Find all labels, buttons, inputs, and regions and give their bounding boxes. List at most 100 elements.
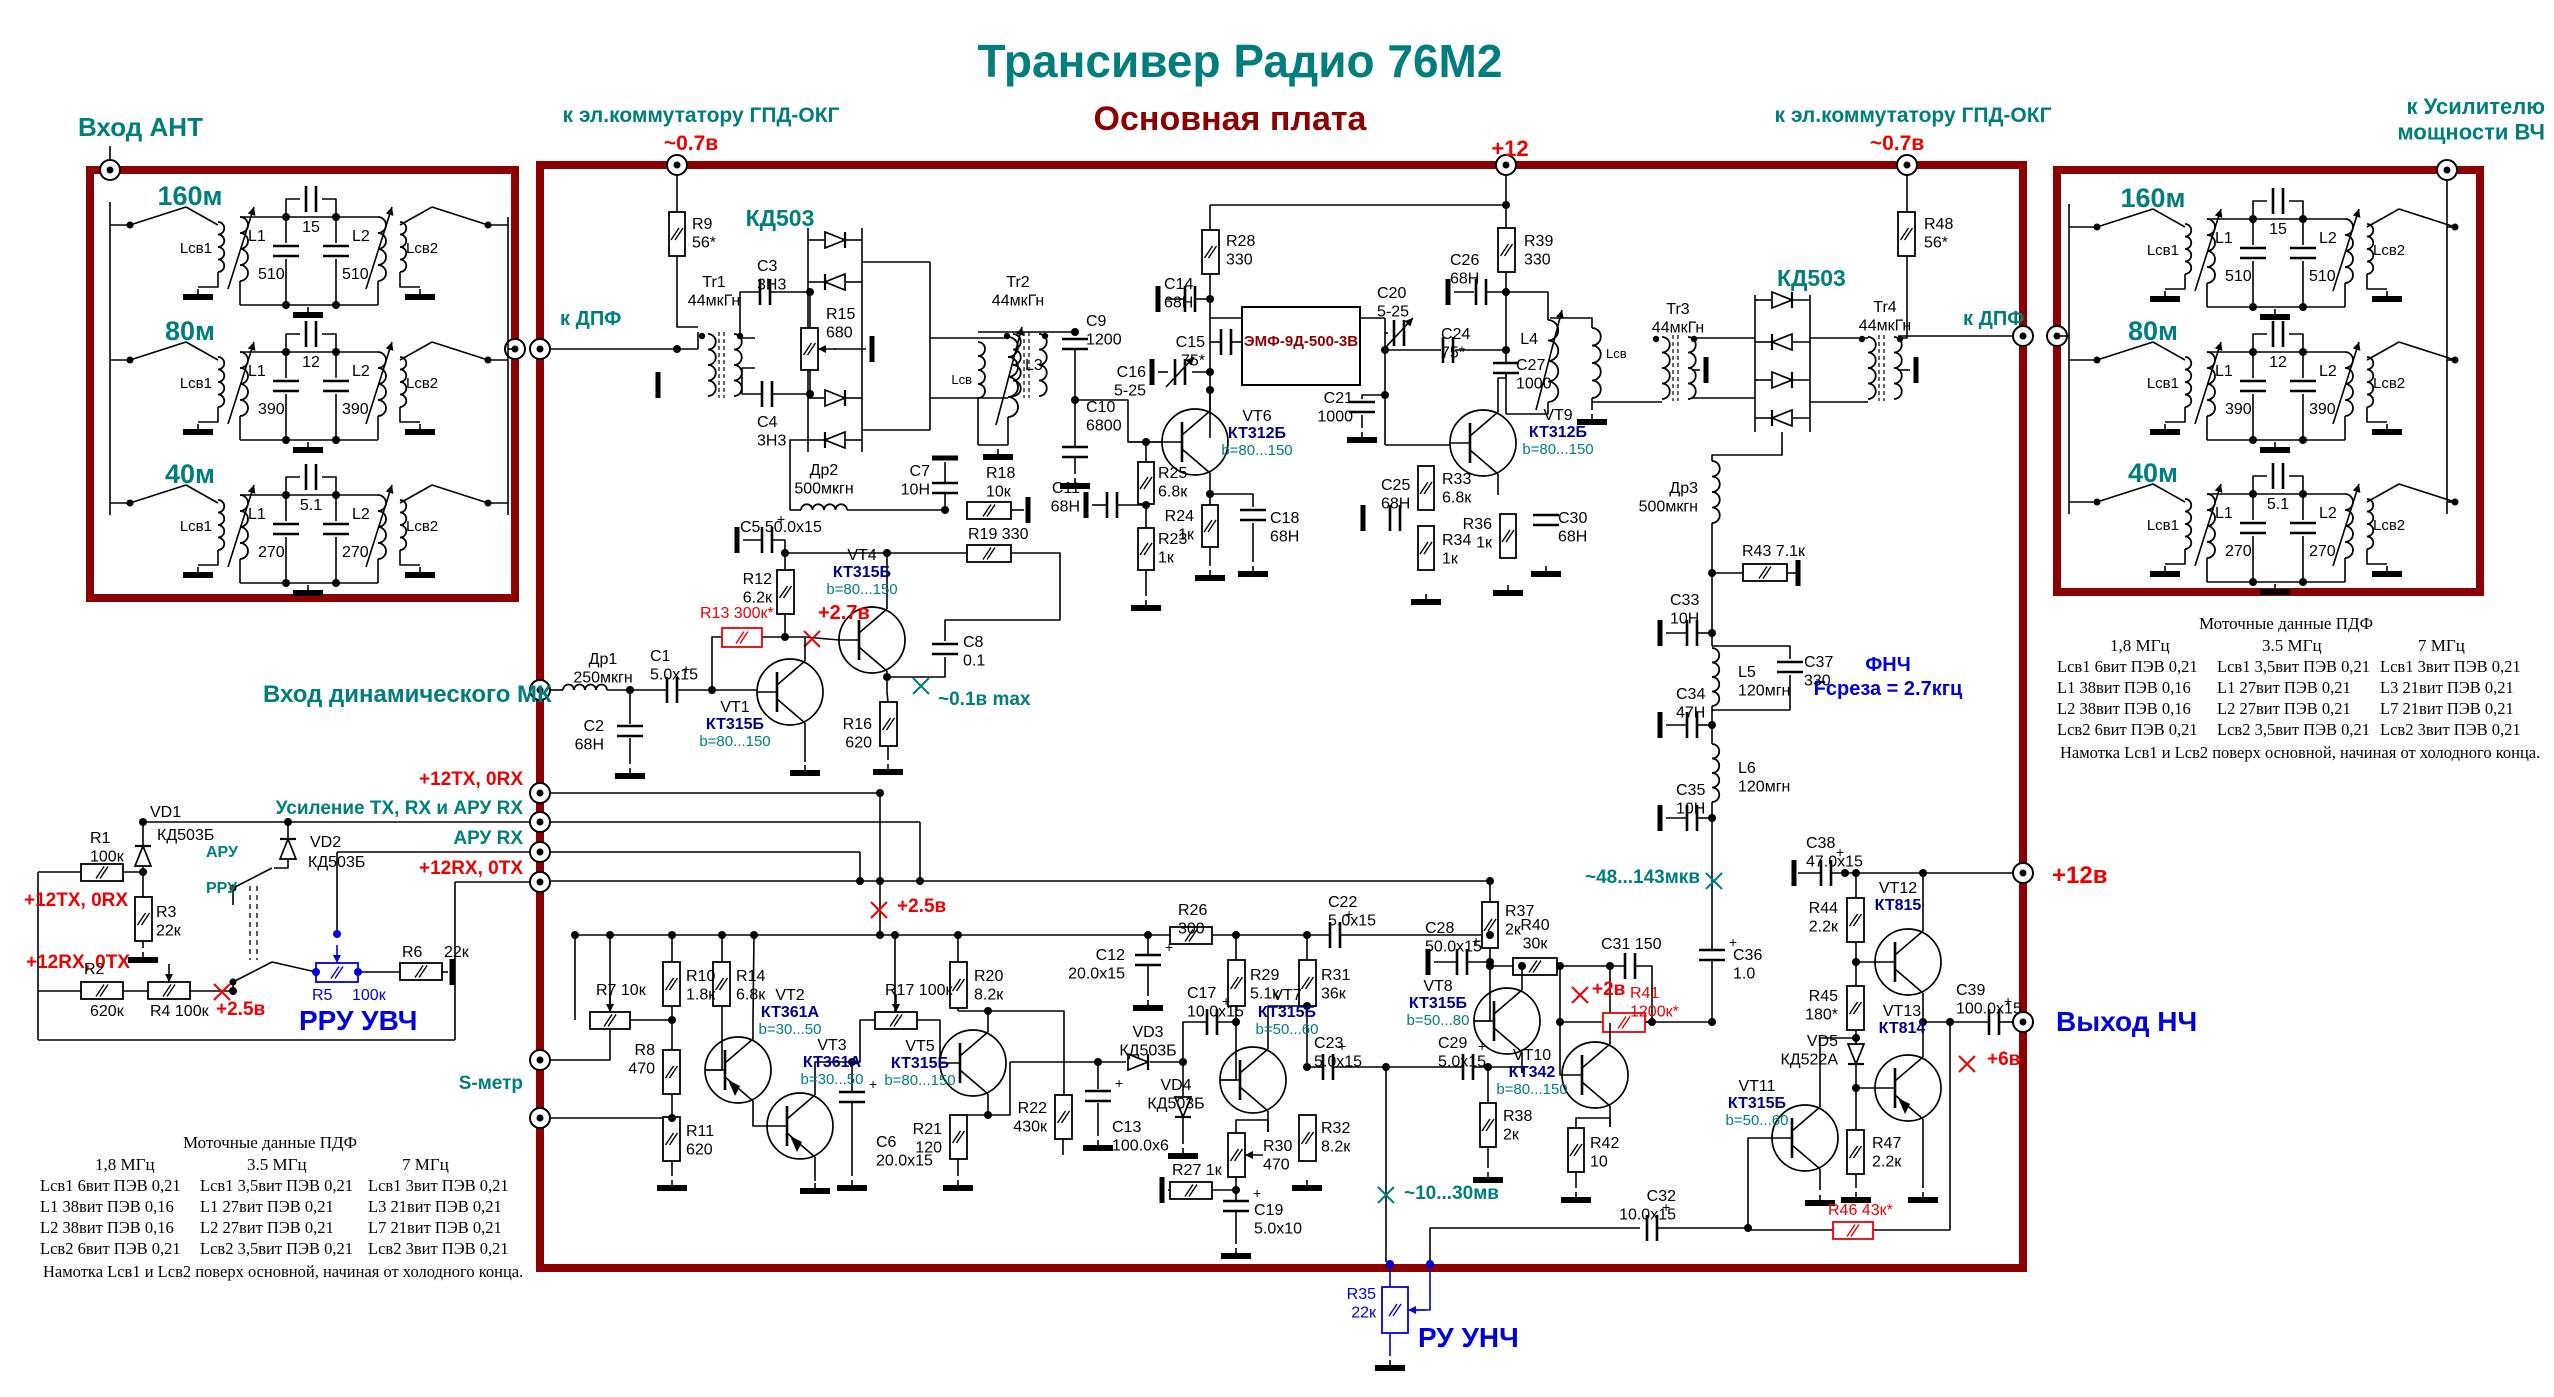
diode-symbol — [822, 430, 846, 450]
ground-symbol — [800, 1188, 830, 1194]
ground-bar — [655, 372, 661, 398]
wire — [741, 367, 762, 395]
table-cell: L7 21вит ПЭВ 0,21 — [368, 1218, 502, 1237]
junction-dot — [571, 931, 579, 939]
resistor-symbol — [739, 631, 749, 644]
transistor-symbol — [1181, 448, 1211, 474]
wire — [198, 407, 219, 423]
wire — [1497, 377, 1506, 391]
label-text: R33 6.8к — [1442, 471, 1472, 506]
junction-dot — [1071, 396, 1079, 404]
junction-dot — [2249, 578, 2257, 586]
junction-dot — [718, 931, 726, 939]
capacitor-polarity: + — [1115, 1075, 1123, 1091]
junction-dot — [1486, 962, 1494, 970]
transistor-ref: VT13 — [1883, 1003, 1921, 1020]
junction-dot — [282, 301, 290, 309]
label-text: R13 300к* — [700, 605, 774, 622]
inductor-symbol — [562, 683, 608, 691]
transistor-ref: VT4 — [847, 547, 876, 564]
coil-label: Lсв2 — [2373, 517, 2405, 534]
ground-symbol — [1133, 1005, 1163, 1011]
ground-symbol — [183, 572, 213, 578]
capacitor-polarity: + — [1478, 1038, 1486, 1054]
resistor-symbol — [1201, 504, 1219, 548]
transistor-ref: VT9 — [1543, 407, 1572, 424]
wire — [198, 272, 219, 288]
capacitor-polarity: + — [777, 511, 785, 527]
resistor-symbol — [1184, 1184, 1194, 1197]
resistor-symbol — [1388, 1303, 1398, 1317]
transistor-ref: VT7 — [1272, 987, 1301, 1004]
resistor-symbol — [721, 627, 763, 648]
resistor-symbol — [1481, 901, 1499, 949]
label-text: Др1 250мкгн — [573, 651, 632, 686]
transistor-ref: VT5 — [905, 1038, 934, 1055]
label-text: C16 5-25 — [1114, 364, 1146, 399]
ground-bar — [1360, 505, 1366, 531]
label-text: АРУ — [206, 844, 239, 861]
label-text: C18 68Н — [1270, 510, 1299, 545]
label-text: C8 0.1 — [963, 634, 985, 669]
coil-label: L2 — [352, 506, 370, 523]
inductor-symbol — [1893, 336, 1903, 400]
resistor-symbol — [949, 1114, 968, 1160]
resistor-symbol — [1304, 976, 1315, 990]
band-title: 80м — [2128, 316, 2178, 346]
junction-dot — [1852, 958, 1860, 966]
switch-symbol — [229, 978, 237, 986]
wiper-arrow — [2214, 484, 2223, 493]
transformer-dot — [1652, 335, 1660, 343]
resistor-symbol — [1832, 1221, 1874, 1240]
label-text: к ДПФ — [1963, 308, 2024, 330]
ground-symbol — [790, 770, 820, 776]
ground-symbol — [2150, 296, 2180, 302]
table-freq: 7 МГц — [2418, 636, 2465, 655]
transistor-symbol — [786, 1132, 816, 1158]
transformer-dot — [1896, 335, 1904, 343]
label-text: C29 5.0x15 — [1438, 1035, 1486, 1070]
resistor-symbol — [1227, 959, 1246, 1007]
capacitor-polarity: + — [869, 1076, 877, 1092]
transistor-symbol — [1894, 930, 1924, 956]
label-text: C33 10Н — [1670, 592, 1699, 627]
transistor-ref: VT3 — [817, 1037, 846, 1054]
transistor-beta: b=80...150 — [699, 733, 770, 750]
label-text: Lсв — [1606, 346, 1627, 361]
table-cell: L3 21вит ПЭВ 0,21 — [2380, 678, 2514, 697]
cap-value: 510 — [342, 266, 369, 283]
label-text: R41 1200к* — [1630, 985, 1679, 1020]
resistor-symbol — [1846, 1224, 1856, 1237]
wire — [2289, 200, 2304, 219]
label-text: C21 1000 — [1317, 390, 1353, 425]
wire — [2289, 333, 2304, 352]
wiper-arrow — [2332, 341, 2360, 425]
coil-label: L1 — [248, 506, 266, 523]
label-text: C28 50.0x15 — [1425, 920, 1482, 955]
ground-symbol — [1908, 1197, 1938, 1203]
junction-dot — [1094, 1058, 1102, 1066]
junction-dot — [1381, 346, 1389, 354]
resistor-symbol — [1203, 245, 1214, 259]
inductor-symbol — [1711, 743, 1721, 803]
wiper-arrow — [2194, 341, 2222, 425]
resistor-symbol — [1846, 985, 1865, 1031]
label-text: C36 1.0 — [1733, 947, 1762, 982]
diode-symbol — [1769, 332, 1793, 352]
terminal — [536, 818, 544, 826]
label-text: 620к — [90, 1003, 125, 1020]
transistor-type: КТ315Б — [706, 716, 764, 733]
ground-symbol — [183, 294, 213, 300]
wiper-arrow — [892, 1004, 900, 1012]
table-cell: Lсв2 3,5вит ПЭВ 0,21 — [2217, 720, 2370, 739]
resistor-symbol — [949, 961, 968, 1009]
coil-label: Lсв2 — [406, 240, 438, 257]
junction-dot — [1556, 962, 1564, 970]
label-text: C38 47.0x15 — [1806, 835, 1863, 870]
transistor-symbol — [1791, 1106, 1821, 1132]
junction-dot — [2249, 348, 2257, 356]
label-text: R21 120 — [913, 1121, 942, 1156]
ground-symbol — [1060, 483, 1090, 489]
transistor-symbol — [1181, 410, 1211, 436]
